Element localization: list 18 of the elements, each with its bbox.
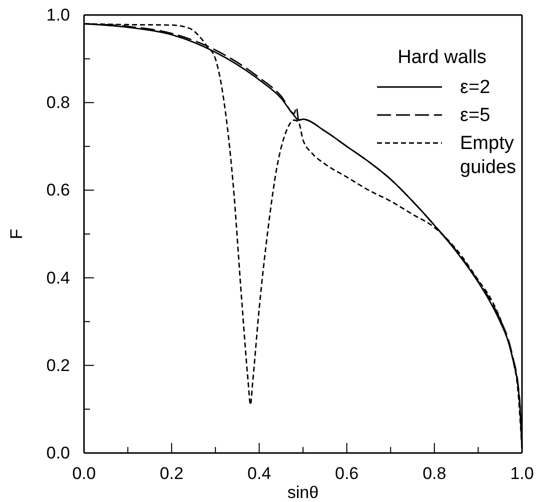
y-tick-label: 0.8 — [46, 93, 70, 112]
y-axis-title: F — [7, 228, 26, 240]
x-axis-title: sinθ — [287, 483, 319, 502]
legend-label: ε=2 — [460, 77, 490, 98]
y-tick-label: 1.0 — [46, 5, 70, 24]
x-tick-label: 0.6 — [334, 464, 359, 484]
legend-label: Empty guides — [460, 133, 516, 178]
x-tick-label: 0.8 — [422, 464, 446, 484]
y-tick-label: 0.0 — [46, 443, 70, 462]
y-tick-label: 0.2 — [46, 356, 70, 375]
legend-label: ε=5 — [460, 105, 490, 126]
y-tick-label: 0.6 — [46, 180, 70, 200]
y-tick-label: 0.4 — [46, 268, 70, 288]
x-tick-label: 0.4 — [247, 464, 272, 484]
x-tick-label: 0.0 — [72, 464, 96, 484]
x-tick-label: 1.0 — [510, 464, 534, 484]
x-tick-label: 0.2 — [160, 464, 184, 484]
legend-title: Hard walls — [398, 47, 486, 68]
